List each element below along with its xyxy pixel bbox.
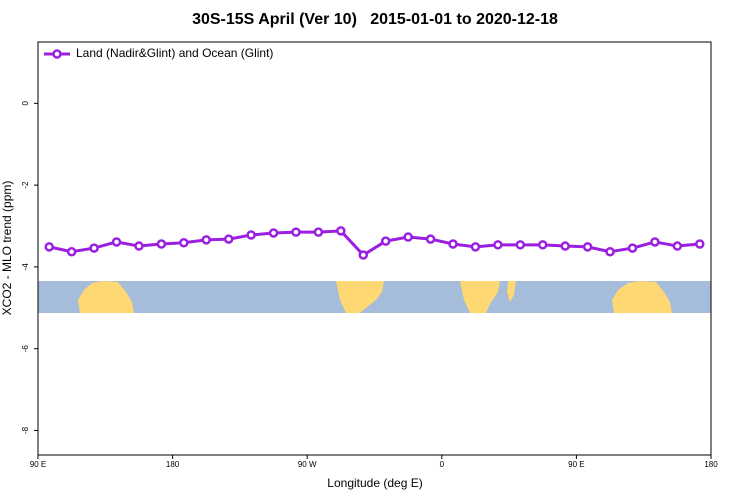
point xyxy=(313,227,324,237)
point xyxy=(650,237,660,247)
point xyxy=(403,232,413,242)
point xyxy=(582,242,593,252)
x-axis-label: Longitude (deg E) xyxy=(327,476,422,490)
x-tick-label: 180 xyxy=(166,460,180,469)
point xyxy=(291,227,301,237)
point xyxy=(66,247,77,257)
point xyxy=(336,226,346,236)
legend-label: Land (Nadir&Glint) and Ocean (Glint) xyxy=(76,46,273,60)
point xyxy=(560,241,570,251)
legend-marker xyxy=(52,49,62,59)
map-band xyxy=(38,281,711,313)
point xyxy=(493,240,503,250)
point xyxy=(246,230,256,240)
point xyxy=(605,247,615,257)
y-tick-label: -8 xyxy=(21,426,30,434)
x-tick-label: 90 E xyxy=(568,460,584,469)
y-tick-label: -2 xyxy=(21,181,30,189)
x-tick-label: 90 E xyxy=(30,460,46,469)
point xyxy=(268,228,279,238)
point xyxy=(201,235,211,245)
point xyxy=(156,239,167,249)
x-tick-label: 180 xyxy=(704,460,718,469)
point xyxy=(111,237,122,247)
point xyxy=(89,243,99,253)
point xyxy=(470,242,481,252)
series-line xyxy=(48,229,700,257)
point xyxy=(179,238,189,248)
y-tick-label: 0 xyxy=(21,101,30,106)
point xyxy=(515,240,526,250)
point xyxy=(380,236,391,246)
point xyxy=(134,241,144,251)
point xyxy=(627,243,638,253)
y-tick-label: -4 xyxy=(21,263,30,271)
point xyxy=(695,239,705,249)
y-tick-label: -6 xyxy=(21,345,30,353)
point xyxy=(538,240,548,250)
point xyxy=(358,250,369,260)
point xyxy=(223,234,234,244)
chart-title: 30S-15S April (Ver 10) 2015-01-01 to 202… xyxy=(192,11,558,28)
plot-frame xyxy=(37,41,712,456)
y-axis-label: XCO2 - MLO trend (ppm) xyxy=(0,181,14,316)
point xyxy=(425,234,436,244)
x-tick-label: 0 xyxy=(440,460,445,469)
point xyxy=(672,241,683,251)
point xyxy=(448,239,458,249)
point xyxy=(44,242,54,252)
x-tick-label: 90 W xyxy=(298,460,317,469)
